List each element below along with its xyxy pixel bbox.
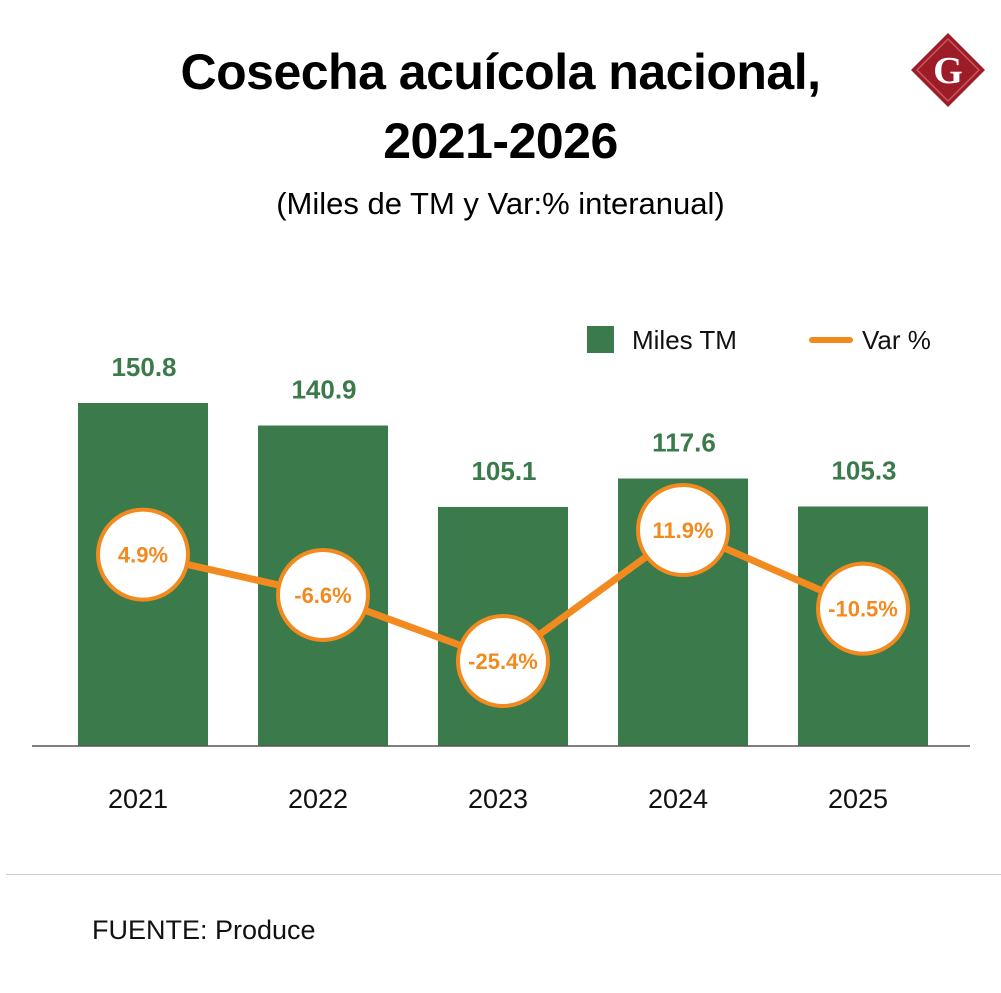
- var-label-2021: 4.9%: [118, 543, 168, 568]
- x-tick-label-2024: 2024: [648, 784, 708, 814]
- x-tick-label-2022: 2022: [288, 784, 348, 814]
- chart-title-line2: 2021-2026: [383, 113, 618, 169]
- footer-divider: [6, 874, 1001, 875]
- value-labels-group: 150.8 140.9 105.1 117.6 105.3: [111, 352, 896, 486]
- var-marker-2021: [96, 507, 190, 602]
- bar-value-label-2022: 140.9: [291, 375, 356, 405]
- legend-label-var: Var %: [862, 325, 931, 355]
- gestion-logo-icon: G: [911, 33, 985, 107]
- x-tick-label-2025: 2025: [828, 784, 888, 814]
- x-tick-labels-group: 2021 2022 2023 2024 2025: [108, 784, 888, 814]
- chart-subtitle: (Miles de TM y Var:% interanual): [276, 186, 725, 221]
- var-label-2023: -25.4%: [468, 649, 538, 674]
- legend-label-miles-tm: Miles TM: [632, 325, 737, 355]
- var-marker-2024: [636, 483, 730, 577]
- bar-value-label-2021: 150.8: [111, 352, 176, 382]
- chart-title-line1: Cosecha acuícola nacional,: [180, 44, 821, 100]
- bar-value-label-2023: 105.1: [471, 456, 536, 486]
- var-line-group: 4.9% -6.6% -25.4% 11.9% -10.5%: [96, 483, 910, 708]
- var-label-2024: 11.9%: [652, 518, 713, 543]
- var-label-2022: -6.6%: [294, 583, 351, 608]
- bar-value-label-2025: 105.3: [831, 455, 896, 485]
- x-tick-label-2021: 2021: [108, 784, 168, 814]
- source-note: FUENTE: Produce: [92, 915, 316, 945]
- var-marker-2025: [816, 561, 910, 656]
- var-marker-2023: [456, 614, 550, 708]
- logo-diamond: [911, 33, 985, 107]
- legend: Miles TM Var %: [587, 325, 931, 355]
- legend-swatch-miles-tm: [587, 326, 614, 353]
- logo-letter: G: [933, 50, 963, 92]
- var-label-2025: -10.5%: [828, 597, 898, 622]
- x-tick-label-2023: 2023: [468, 784, 528, 814]
- bar-value-label-2024: 117.6: [652, 428, 716, 458]
- logo-inner-border: [915, 37, 981, 103]
- var-marker-2022: [276, 547, 370, 642]
